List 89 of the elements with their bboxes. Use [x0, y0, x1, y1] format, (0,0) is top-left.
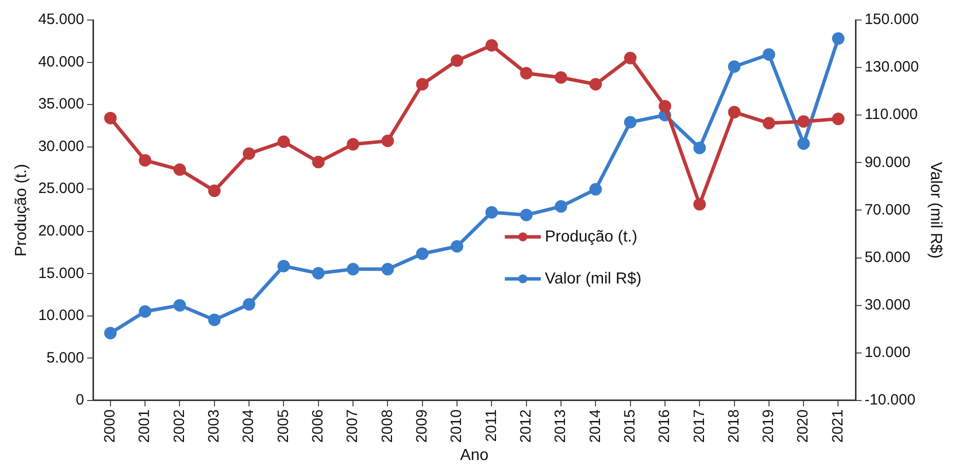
point [208, 314, 221, 326]
point [693, 142, 706, 154]
point [589, 183, 602, 196]
x-tick-label: 2004 [240, 409, 258, 443]
point [797, 137, 810, 150]
point [624, 52, 637, 64]
point [242, 147, 256, 160]
y-tick-label: 25.000 [38, 180, 84, 198]
x-tick-label: 2009 [413, 409, 430, 443]
point [104, 326, 117, 340]
legend-label: Valor (mil R$) [544, 270, 642, 288]
y2-tick-label: 10.000 [864, 344, 910, 362]
point [104, 112, 117, 124]
point [554, 200, 568, 213]
point [728, 106, 741, 118]
x-tick-label: 2012 [517, 409, 534, 443]
x-tick-label: 2008 [378, 409, 396, 443]
point [624, 116, 637, 128]
point [173, 299, 186, 312]
point [138, 305, 152, 318]
legend-label: Produção (t.) [544, 228, 638, 246]
x-tick-label: 2014 [586, 409, 604, 443]
point [416, 78, 429, 90]
y-tick-label: 40.000 [38, 53, 84, 70]
y-tick-label: 5.000 [46, 349, 84, 366]
x-tick-label: 2020 [794, 409, 812, 443]
x-axis-title: Ano [460, 446, 489, 464]
point [832, 112, 844, 126]
y-tick-label: 20.000 [38, 222, 84, 240]
y-tick-label: 15.000 [38, 264, 84, 282]
point [277, 135, 290, 148]
point [416, 247, 429, 260]
point [520, 208, 533, 222]
point [450, 240, 464, 253]
x-tick-label: 2003 [206, 409, 223, 443]
x-tick-label: 2011 [482, 409, 500, 442]
point [728, 60, 741, 73]
y2-tick-label: 70.000 [864, 201, 910, 218]
point [138, 154, 152, 167]
x-tick-label: 2006 [310, 409, 327, 443]
point [485, 206, 498, 219]
y-axis-title: Produção (t.) [13, 164, 30, 256]
point [520, 67, 533, 80]
point [381, 134, 394, 148]
y2-tick-label: 50.000 [864, 248, 910, 266]
x-tick-label: 2002 [170, 409, 188, 443]
y-tick-label: 35.000 [38, 96, 84, 113]
y2-tick-label: 30.000 [864, 296, 910, 314]
point [832, 32, 844, 45]
point [346, 138, 360, 151]
point [312, 266, 325, 280]
point [277, 260, 290, 272]
point [346, 262, 360, 276]
y-tick-label: 45.000 [38, 11, 84, 28]
point [208, 184, 221, 198]
point [797, 115, 810, 128]
x-tick-label: 2018 [725, 409, 742, 443]
y2-tick-label: -10.000 [864, 392, 916, 409]
x-tick-label: 2019 [760, 409, 778, 443]
point [381, 262, 394, 276]
y2-axis-title: Valor (mil R$) [926, 162, 944, 259]
y-tick-label: 30.000 [38, 138, 84, 155]
point [762, 116, 776, 130]
x-tick-label: 2001 [136, 409, 154, 443]
y2-tick-label: 110.000 [864, 106, 918, 124]
x-tick-label: 2000 [102, 409, 119, 443]
x-tick-label: 2007 [344, 409, 362, 443]
y2-tick-label: 150.000 [864, 11, 919, 28]
point [658, 100, 672, 112]
x-tick-label: 2013 [552, 409, 570, 443]
y-tick-label: 10.000 [38, 307, 84, 324]
point [173, 163, 186, 176]
point [242, 298, 256, 311]
point [485, 39, 498, 52]
point [589, 78, 602, 90]
x-tick-label: 2010 [448, 409, 466, 443]
point [554, 71, 568, 84]
point [312, 156, 325, 168]
point [693, 198, 706, 211]
y-tick-label: 0 [76, 392, 84, 409]
y2-tick-label: 90.000 [864, 154, 910, 171]
x-tick-label: 2015 [621, 409, 638, 443]
x-tick-label: 2021 [829, 409, 846, 443]
x-tick-label: 2016 [656, 409, 674, 443]
x-tick-label: 2005 [274, 409, 292, 443]
point [762, 48, 776, 61]
y2-tick-label: 130.000 [864, 58, 919, 76]
x-tick-label: 2017 [690, 409, 708, 443]
point [450, 54, 464, 67]
